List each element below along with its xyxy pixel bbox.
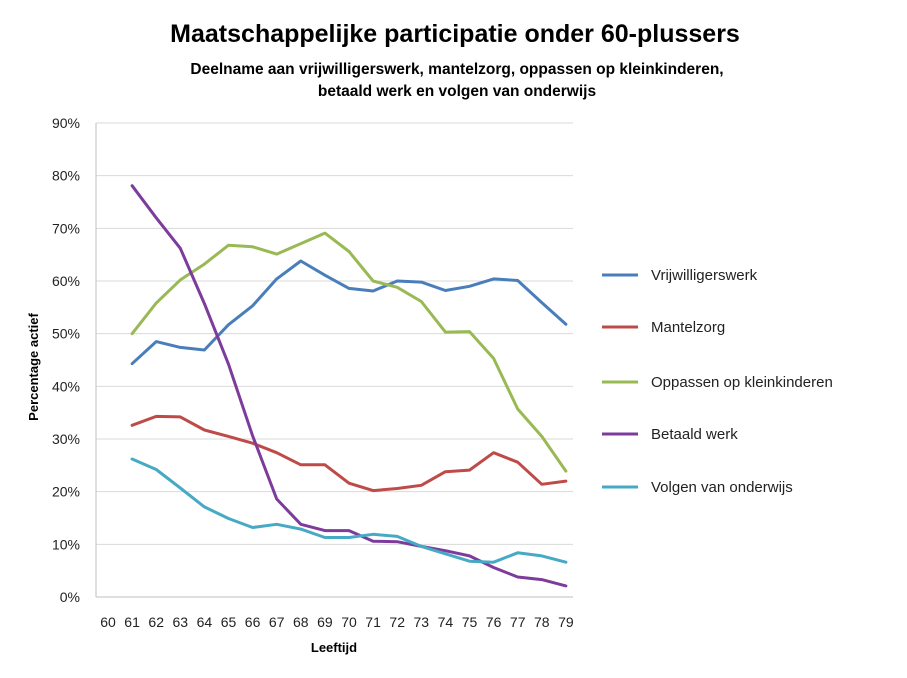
chart-subtitle-line-1: Deelname aan vrijwilligerswerk, mantelzo…: [190, 61, 723, 78]
x-tick-label: 78: [534, 614, 550, 630]
x-tick-label: 61: [124, 614, 140, 630]
y-tick-label: 40%: [52, 378, 80, 394]
x-tick-label: 64: [197, 614, 213, 630]
y-tick-label: 30%: [52, 431, 80, 447]
y-tick-label: 0%: [60, 589, 80, 605]
x-tick-label: 79: [558, 614, 574, 630]
legend: Vrijwilligerswerk Mantelzorg Oppassen op k…: [602, 267, 833, 496]
x-tick-label: 69: [317, 614, 333, 630]
chart-subtitle-line-2: betaald werk en volgen van onderwijs: [318, 83, 596, 100]
series-line-volgen-van-onderwijs: [130, 457, 568, 564]
x-tick-label: 75: [462, 614, 478, 630]
x-tick-label: 74: [438, 614, 454, 630]
x-tick-label: 60: [100, 614, 116, 630]
x-tick-label: 76: [486, 614, 502, 630]
y-tick-label: 90%: [52, 115, 80, 131]
x-tick-label: 62: [148, 614, 164, 630]
y-axis-tick-labels: 0% 10% 20% 30% 40% 50% 60% 70% 80% 90%: [52, 115, 80, 605]
legend-label: Mantelzorg: [651, 319, 725, 336]
x-tick-label: 63: [173, 614, 189, 630]
legend-label: Vrijwilligerswerk: [651, 267, 758, 284]
x-tick-label: 72: [389, 614, 405, 630]
legend-label: Volgen van onderwijs: [651, 479, 793, 496]
x-tick-label: 77: [510, 614, 526, 630]
x-tick-label: 73: [414, 614, 430, 630]
series-line-vrijwilligerswerk: [130, 259, 568, 366]
x-tick-label: 70: [341, 614, 357, 630]
legend-label: Oppassen op kleinkinderen: [651, 374, 833, 391]
y-tick-label: 70%: [52, 220, 80, 236]
x-axis-tick-labels: 60 61 62 63 64 65 66 67 68 69 70 71 72 73 74 75 76 77 78 79: [100, 614, 574, 630]
y-tick-label: 60%: [52, 273, 80, 289]
series-line-oppassen-op-kleinkinderen: [130, 231, 568, 473]
x-tick-label: 66: [245, 614, 261, 630]
gridlines: [95, 122, 573, 598]
y-axis-title: Percentage actief: [26, 313, 41, 421]
y-tick-label: 80%: [52, 168, 80, 184]
series-line-betaald-werk: [130, 184, 568, 588]
legend-label: Betaald werk: [651, 426, 738, 443]
x-tick-label: 65: [221, 614, 237, 630]
x-tick-label: 68: [293, 614, 309, 630]
x-tick-label: 71: [365, 614, 381, 630]
y-tick-label: 20%: [52, 484, 80, 500]
series-lines: [130, 184, 568, 588]
x-tick-label: 67: [269, 614, 285, 630]
y-tick-label: 50%: [52, 326, 80, 342]
chart-title: Maatschappelijke participatie onder 60-p…: [170, 20, 740, 48]
y-tick-label: 10%: [52, 536, 80, 552]
x-axis-title: Leeftijd: [311, 640, 357, 655]
series-line-mantelzorg: [130, 414, 568, 493]
